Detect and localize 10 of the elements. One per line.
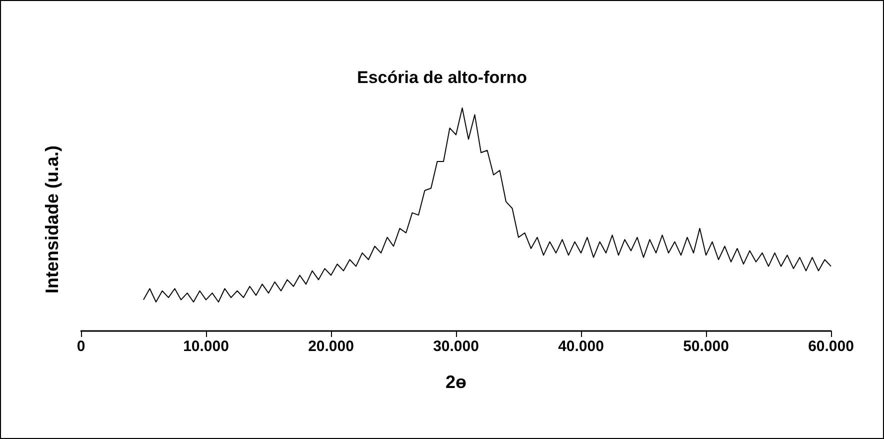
x-tick-label: 10.000 [183,338,229,355]
x-tick-label: 30.000 [433,338,479,355]
y-axis-title: Intensidade (u.a.) [42,145,62,294]
x-tick-label: 40.000 [558,338,604,355]
x-tick-label: 50.000 [683,338,729,355]
x-axis-title: 2ɵ [445,372,467,392]
x-tick-label: 60.000 [808,338,854,355]
x-tick-label: 0 [76,338,86,355]
chart-title: Escória de alto-forno [356,68,528,87]
x-tick-label: 20.000 [308,338,354,355]
